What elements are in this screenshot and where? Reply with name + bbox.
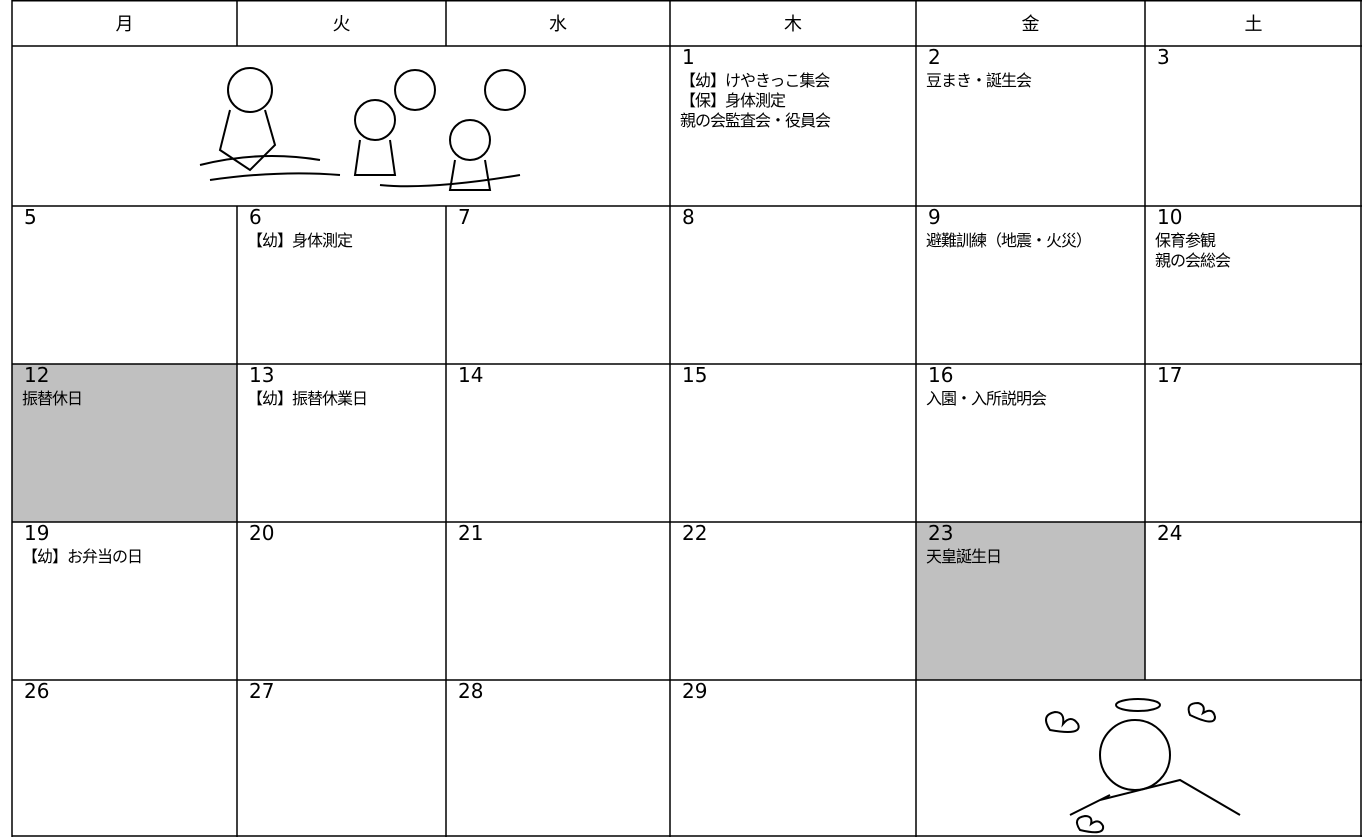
day-number: 28: [458, 679, 483, 703]
day-number: 23: [928, 521, 953, 545]
day-number: 3: [1157, 45, 1170, 69]
day-number: 5: [24, 205, 37, 229]
event: 親の会総会: [1155, 251, 1231, 270]
day-number: 20: [249, 521, 274, 545]
day-number: 21: [458, 521, 483, 545]
day-number: 27: [249, 679, 274, 703]
event: 避難訓練（地震・火災）: [926, 231, 1091, 250]
weekday: 水: [549, 14, 567, 35]
day-number: 13: [249, 363, 274, 387]
weekday: 土: [1245, 14, 1263, 35]
event: 保育参観: [1155, 231, 1216, 250]
day-number: 1: [682, 45, 695, 69]
event: 【幼】身体測定: [247, 231, 353, 250]
day-number: 17: [1157, 363, 1182, 387]
event: 【幼】振替休業日: [247, 389, 367, 408]
day-number: 9: [928, 205, 941, 229]
event: 入園・入所説明会: [926, 389, 1047, 408]
day-number: 26: [24, 679, 49, 703]
event: 豆まき・誕生会: [926, 71, 1032, 90]
day-number: 6: [249, 205, 262, 229]
holiday-shade: [12, 364, 237, 522]
event: 【幼】けやきっこ集会: [680, 71, 830, 90]
illustration-angel: [1045, 698, 1241, 834]
day-number: 12: [24, 363, 49, 387]
shading: [12, 364, 1145, 680]
day-number: 8: [682, 205, 695, 229]
day-number: 29: [682, 679, 707, 703]
day-number: 24: [1157, 521, 1182, 545]
event: 親の会監査会・役員会: [680, 111, 831, 130]
illustration-children: [199, 67, 526, 191]
day-number: 10: [1157, 205, 1182, 229]
day-number: 19: [24, 521, 49, 545]
event: 【幼】お弁当の日: [22, 547, 142, 566]
weekday: 月: [116, 14, 134, 35]
event: 振替休日: [22, 389, 82, 408]
day-number: 2: [928, 45, 941, 69]
holiday-shade: [916, 522, 1145, 680]
day-number: 14: [458, 363, 483, 387]
day-number: 15: [682, 363, 707, 387]
event: 天皇誕生日: [926, 547, 1001, 566]
event: 【保】身体測定: [680, 91, 786, 110]
day-number: 16: [928, 363, 953, 387]
weekday: 金: [1022, 14, 1040, 35]
day-number: 7: [458, 205, 471, 229]
weekday: 火: [333, 14, 351, 35]
weekday: 木: [784, 14, 802, 35]
day-number: 22: [682, 521, 707, 545]
